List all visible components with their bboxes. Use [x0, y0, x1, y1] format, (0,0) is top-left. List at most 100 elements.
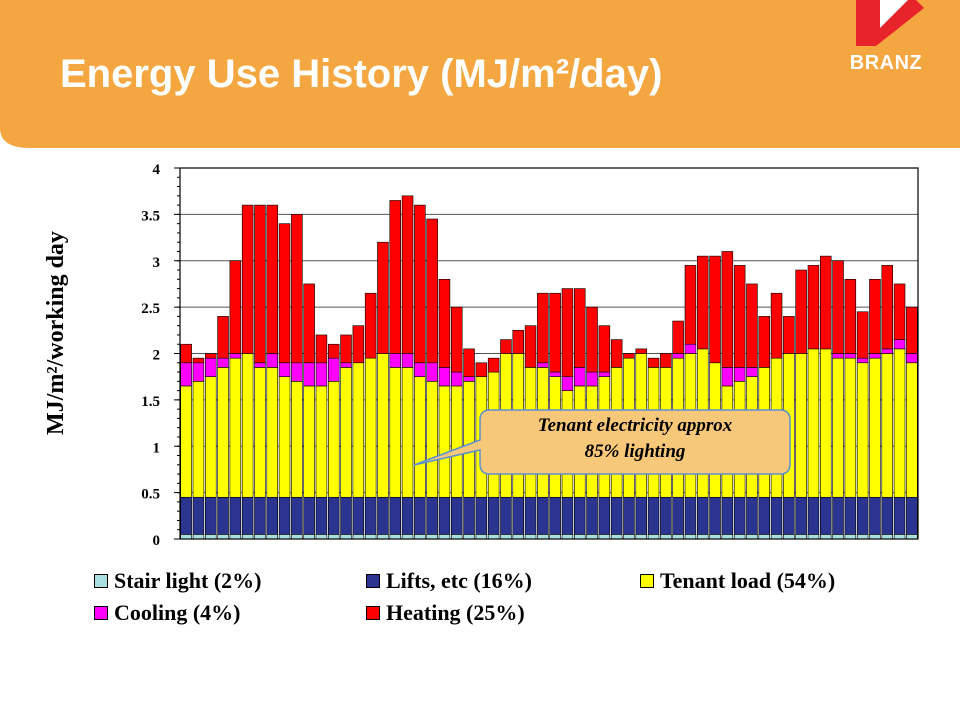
bar-segment — [721, 251, 734, 368]
bar-segment — [906, 534, 918, 540]
bar-segment — [180, 343, 192, 364]
bar-segment — [450, 496, 463, 535]
bar-segment — [856, 362, 869, 498]
legend-item: Stair light (2%) — [94, 568, 261, 594]
bar-segment — [573, 496, 586, 535]
legend-label: Cooling (4%) — [114, 600, 241, 625]
bar-segment — [377, 241, 389, 354]
legend-swatch — [640, 573, 654, 588]
legend-item: Lifts, etc (16%) — [366, 568, 532, 594]
bar-segment — [561, 496, 574, 535]
bar-segment — [487, 357, 500, 373]
bar-segment — [512, 330, 524, 354]
bar-segment — [438, 279, 451, 368]
bar-segment — [475, 496, 488, 535]
bar-segment — [844, 534, 857, 540]
bar-segment — [573, 367, 586, 387]
bar-segment — [844, 357, 857, 498]
bar-segment — [340, 496, 352, 535]
bar-segment — [463, 534, 475, 540]
bar-segment — [315, 362, 328, 387]
bar-segment — [807, 534, 820, 540]
bar-segment — [881, 534, 893, 540]
bar-segment — [660, 496, 672, 535]
bar-segment — [340, 534, 352, 540]
bar-segment — [586, 371, 598, 387]
bar-segment — [832, 353, 844, 359]
bar-segment — [192, 496, 205, 535]
bar-segment — [549, 534, 561, 540]
bar-segment — [893, 348, 906, 498]
bar-segment — [709, 534, 721, 540]
callout-annotation: Tenant electricity approx 85% lighting — [482, 413, 788, 465]
bar-segment — [205, 357, 217, 377]
bar-segment — [783, 496, 795, 535]
bar-segment — [463, 496, 475, 535]
bar-segment — [180, 385, 192, 498]
bar-segment — [721, 496, 734, 535]
bar-segment — [291, 362, 303, 382]
bar-segment — [561, 534, 574, 540]
bar-segment — [537, 496, 549, 535]
bar-segment — [192, 381, 205, 498]
legend-swatch — [94, 573, 108, 588]
logo-red-shape — [856, 0, 924, 46]
bar-segment — [463, 376, 475, 382]
bar-segment — [254, 496, 266, 535]
bar-segment — [844, 279, 857, 354]
bar-segment — [438, 367, 451, 387]
bar-segment — [475, 362, 488, 377]
legend-label: Tenant load (54%) — [660, 568, 836, 593]
bar-segment — [327, 381, 340, 498]
bar-segment — [217, 357, 229, 368]
bar-segment — [278, 534, 291, 540]
bar-segment — [377, 534, 389, 540]
bar-segment — [635, 496, 647, 535]
bar-segment — [524, 496, 537, 535]
bar-segment — [401, 496, 414, 535]
bar-segment — [672, 534, 684, 540]
bar-segment — [438, 496, 451, 535]
bar-segment — [291, 381, 303, 498]
bar-segment — [401, 353, 414, 368]
legend-item: Heating (25%) — [366, 600, 525, 626]
bar-segment — [746, 534, 758, 540]
bar-segment — [192, 357, 205, 364]
bar-segment — [783, 316, 795, 354]
bar-segment — [807, 265, 820, 350]
bar-segment — [291, 214, 303, 364]
callout-line-2: 85% lighting — [584, 441, 686, 462]
bar-segment — [450, 306, 463, 373]
bar-segment — [696, 255, 709, 350]
legend-label: Heating (25%) — [386, 600, 525, 625]
bar-segment — [783, 534, 795, 540]
y-axis-label: MJ/m²/working day — [43, 231, 69, 435]
callout-line-1: Tenant electricity approx — [537, 415, 733, 436]
bar-segment — [881, 353, 893, 498]
bar-segment — [869, 534, 881, 540]
bar-segment — [475, 534, 488, 540]
bar-segment — [389, 367, 401, 498]
bar-segment — [463, 348, 475, 377]
bar-segment — [733, 496, 746, 535]
bar-segment — [635, 534, 647, 540]
bar-segment — [598, 371, 611, 377]
bar-segment — [524, 325, 537, 368]
title-banner — [0, 0, 960, 148]
bar-segment — [401, 195, 414, 354]
stacked-bar-chart: 0 0.5 1 1.5 2 2.5 3 3.5 4 — [141, 162, 919, 549]
bar-segment — [205, 376, 217, 498]
bar-segment — [623, 496, 635, 535]
y-tick-label: 1.5 — [141, 394, 160, 410]
bar-segment — [573, 534, 586, 540]
bar-segment — [549, 496, 561, 535]
bar-segment — [217, 496, 229, 535]
bar-segment — [463, 381, 475, 498]
y-tick-label: 1 — [153, 440, 161, 456]
bar-segment — [414, 204, 426, 364]
bar-segment — [401, 367, 414, 498]
bar-segment — [278, 362, 291, 377]
bar-segment — [549, 371, 561, 377]
branz-logo-icon — [856, 0, 924, 46]
bar-segment — [524, 534, 537, 540]
